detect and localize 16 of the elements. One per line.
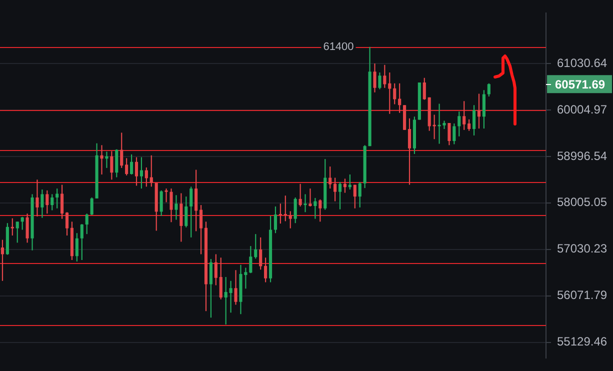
candlestick — [174, 195, 178, 220]
candlestick — [100, 145, 104, 174]
y-tick-label: 56071.79 — [557, 288, 608, 302]
y-tick-label: 58005.05 — [557, 195, 608, 210]
candlestick — [164, 188, 168, 202]
text: 60571.69 — [555, 77, 606, 92]
candlestick — [304, 194, 307, 212]
y-tick-label: 55129.46 — [557, 334, 608, 349]
candlestick — [36, 180, 39, 216]
y-tick-label: 58996.54 — [557, 148, 608, 163]
candlestick — [308, 188, 312, 206]
y-tick-label: 57030.23 — [557, 242, 608, 256]
y-tick-label: 60004.97 — [557, 102, 608, 116]
ref-line-label: 61400 — [323, 40, 354, 53]
y-tick-label: 61030.64 — [557, 56, 608, 70]
candlestick — [105, 152, 108, 168]
